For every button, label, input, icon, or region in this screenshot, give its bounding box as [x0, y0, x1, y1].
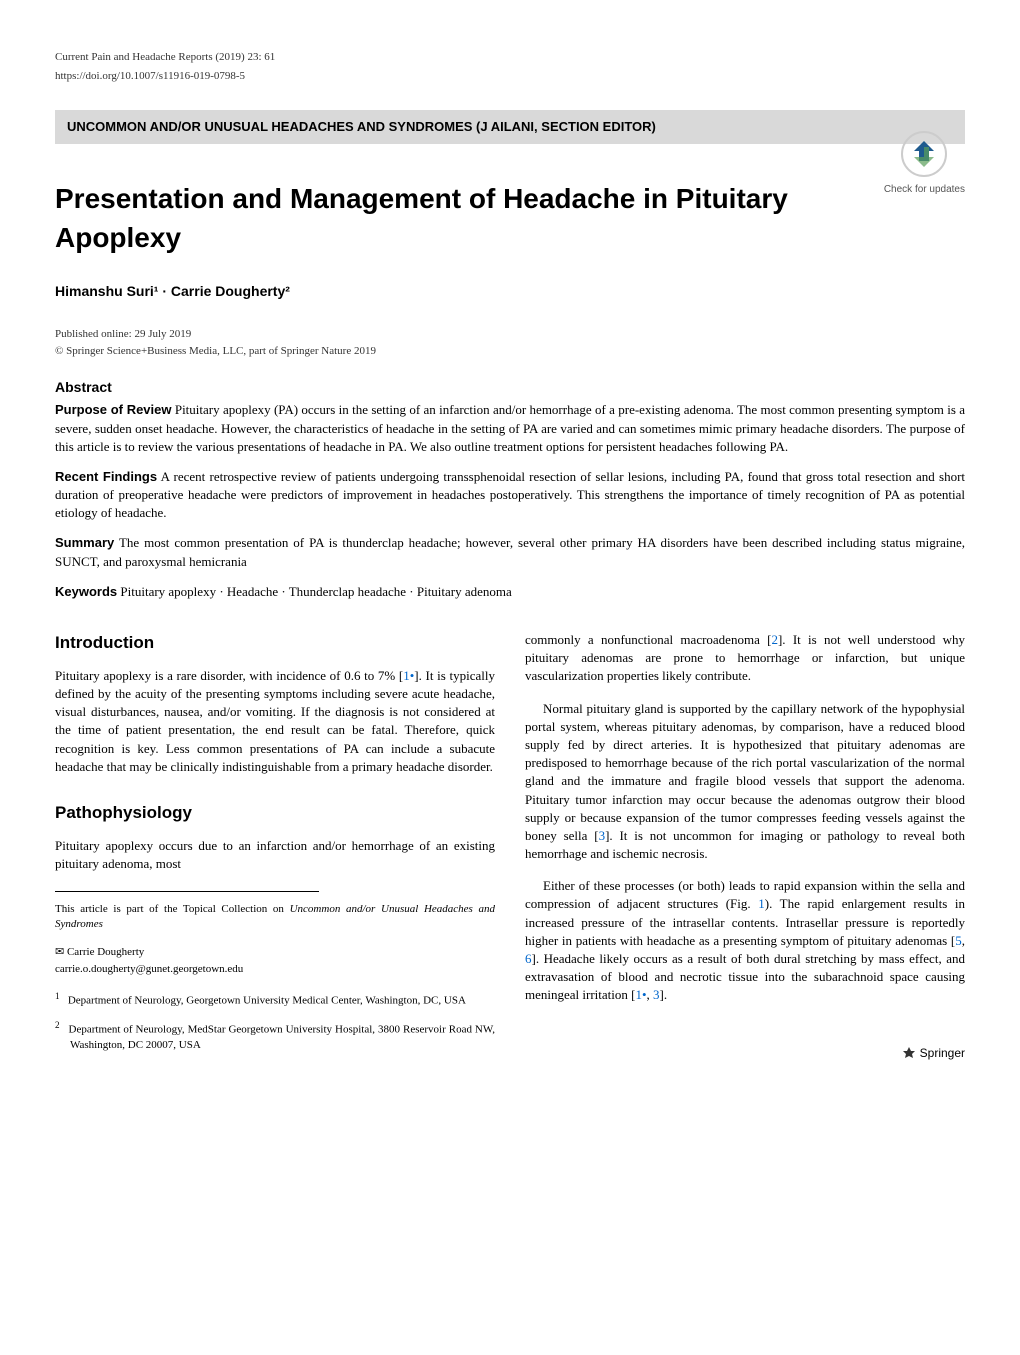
- pathophys-p1-cont-pre: commonly a nonfunctional macroadenoma [: [525, 632, 771, 647]
- two-column-body: Introduction Pituitary apoplexy is a rar…: [55, 631, 965, 1063]
- pathophys-p2-pre: Normal pituitary gland is supported by t…: [525, 701, 965, 843]
- section-header: UNCOMMON AND/OR UNUSUAL HEADACHES AND SY…: [55, 110, 965, 144]
- corresponding-name: Carrie Dougherty: [64, 946, 144, 958]
- affiliation-1: 1 Department of Neurology, Georgetown Un…: [55, 990, 495, 1009]
- pathophys-para1-left: Pituitary apoplexy occurs due to an infa…: [55, 837, 495, 873]
- pathophys-p3-mid3: ]. Headache likely occurs as a result of…: [525, 951, 965, 1002]
- journal-line: Current Pain and Headache Reports (2019)…: [55, 50, 965, 65]
- pathophys-para3: Either of these processes (or both) lead…: [525, 877, 965, 1004]
- corresponding-email: carrie.o.dougherty@gunet.georgetown.edu: [55, 962, 495, 977]
- affiliation-2: 2 Department of Neurology, MedStar Georg…: [55, 1019, 495, 1053]
- introduction-heading: Introduction: [55, 631, 495, 655]
- affil2-text: Department of Neurology, MedStar Georget…: [69, 1023, 495, 1050]
- ref-1[interactable]: 1•: [403, 668, 414, 683]
- pathophys-para2: Normal pituitary gland is supported by t…: [525, 700, 965, 864]
- ref-1b[interactable]: 1•: [635, 987, 646, 1002]
- abstract-findings-text: A recent retrospective review of patient…: [55, 469, 965, 520]
- abstract-heading: Abstract: [55, 378, 965, 398]
- abstract-summary-text: The most common presentation of PA is th…: [55, 535, 965, 568]
- abstract-summary-label: Summary: [55, 535, 114, 550]
- check-updates-badge[interactable]: Check for updates: [884, 129, 965, 197]
- doi-line: https://doi.org/10.1007/s11916-019-0798-…: [55, 69, 965, 84]
- corresponding-author: ✉ Carrie Dougherty: [55, 945, 495, 960]
- affil1-num: 1: [55, 991, 60, 1001]
- keywords-text: Pituitary apoplexy · Headache · Thunderc…: [117, 584, 512, 599]
- authors-line: Himanshu Suri¹ · Carrie Dougherty²: [55, 282, 965, 302]
- intro-p1-post: ]. It is typically defined by the acuity…: [55, 668, 495, 774]
- affil2-num: 2: [55, 1020, 60, 1030]
- keywords-label: Keywords: [55, 584, 117, 599]
- right-column: commonly a nonfunctional macroadenoma [2…: [525, 631, 965, 1063]
- springer-icon: [902, 1046, 916, 1060]
- abstract-purpose-label: Purpose of Review: [55, 402, 172, 417]
- abstract-summary: Summary The most common presentation of …: [55, 534, 965, 570]
- check-updates-icon: [899, 129, 949, 179]
- article-title: Presentation and Management of Headache …: [55, 179, 965, 257]
- springer-text: Springer: [920, 1046, 965, 1060]
- collection-note-pre: This article is part of the Topical Coll…: [55, 903, 290, 915]
- publication-date: Published online: 29 July 2019: [55, 327, 965, 342]
- left-column: Introduction Pituitary apoplexy is a rar…: [55, 631, 495, 1063]
- copyright-line: © Springer Science+Business Media, LLC, …: [55, 344, 965, 359]
- abstract-findings-label: Recent Findings: [55, 469, 157, 484]
- introduction-para1: Pituitary apoplexy is a rare disorder, w…: [55, 667, 495, 776]
- keywords-line: Keywords Pituitary apoplexy · Headache ·…: [55, 583, 965, 601]
- pathophys-p3-post: ].: [660, 987, 668, 1002]
- collection-note: This article is part of the Topical Coll…: [55, 902, 495, 933]
- check-updates-label: Check for updates: [884, 183, 965, 197]
- abstract-purpose: Purpose of Review Pituitary apoplexy (PA…: [55, 401, 965, 456]
- abstract-purpose-text: Pituitary apoplexy (PA) occurs in the se…: [55, 402, 965, 453]
- affil1-text: Department of Neurology, Georgetown Univ…: [68, 994, 466, 1006]
- pathophys-p3-mid2: ,: [962, 933, 965, 948]
- pathophysiology-heading: Pathophysiology: [55, 801, 495, 825]
- intro-p1-pre: Pituitary apoplexy is a rare disorder, w…: [55, 668, 403, 683]
- abstract-findings: Recent Findings A recent retrospective r…: [55, 468, 965, 523]
- footer-divider: [55, 891, 319, 892]
- envelope-icon: ✉: [55, 946, 64, 958]
- springer-footer: Springer: [525, 1045, 965, 1062]
- pathophys-para1-right: commonly a nonfunctional macroadenoma [2…: [525, 631, 965, 686]
